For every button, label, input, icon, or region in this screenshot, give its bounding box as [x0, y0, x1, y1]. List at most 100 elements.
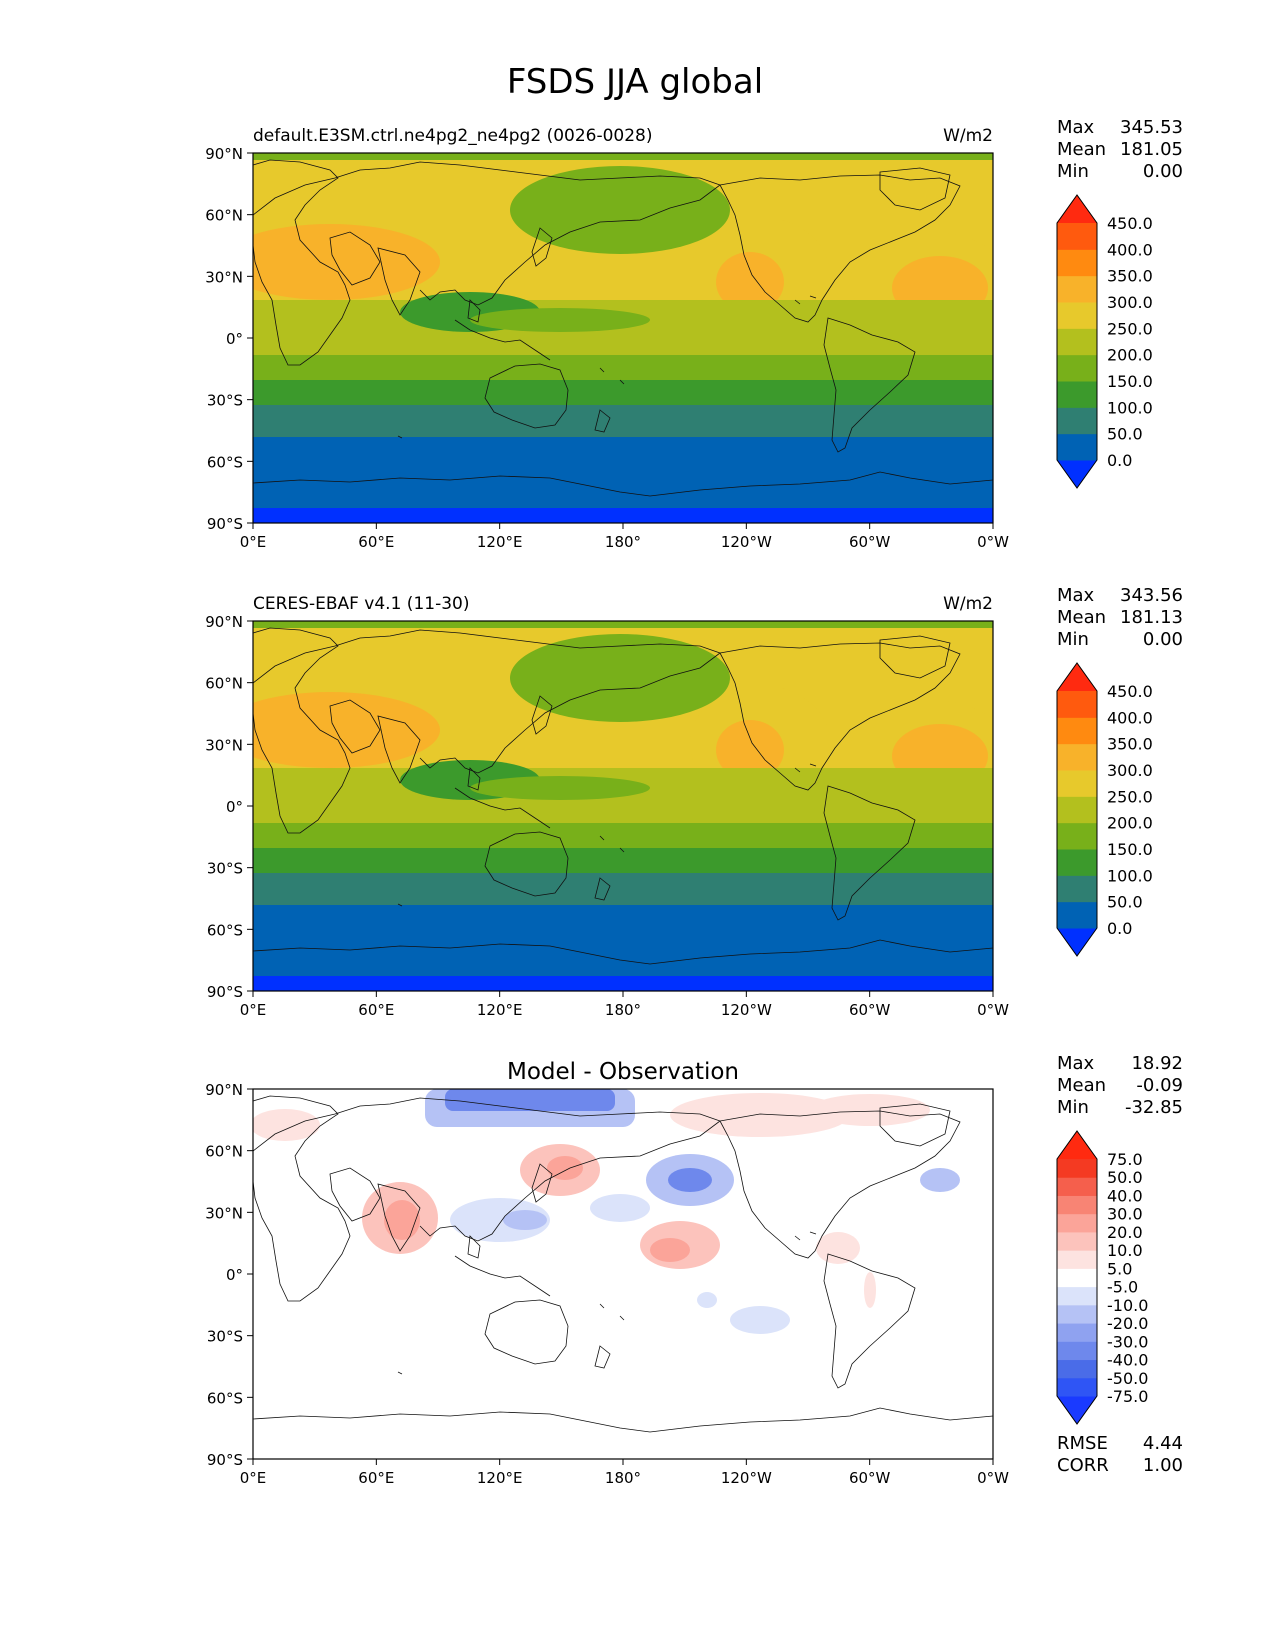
contour-region	[668, 1168, 712, 1192]
contour-region	[730, 1306, 790, 1334]
colorbar-segment	[1057, 1250, 1097, 1269]
lat-tick-label: 0°	[226, 1266, 243, 1284]
lon-tick-label: 0°W	[977, 533, 1009, 551]
colorbar-tick-label: 300.0	[1107, 293, 1153, 312]
lon-tick-label: 120°E	[477, 533, 523, 551]
colorbar-segment	[1057, 275, 1097, 303]
contour-region	[470, 308, 650, 332]
colorbar-segment	[1057, 1377, 1097, 1397]
corr-value: 1.00	[1143, 1455, 1183, 1476]
lat-tick-label: 90°S	[207, 983, 243, 1001]
panel-model: default.E3SM.ctrl.ne4pg2_ne4pg2 (0026-00…	[205, 117, 1183, 551]
colorbar-diff: -75.0-50.0-40.0-30.0-20.0-10.0-5.05.010.…	[1056, 1130, 1148, 1425]
contour-region	[716, 720, 784, 780]
colorbar-segment	[1057, 901, 1097, 929]
colorbar-segment	[1057, 381, 1097, 408]
colorbar-tick-label: 200.0	[1107, 346, 1153, 365]
lon-tick-label: 120°E	[477, 1469, 523, 1487]
lat-tick-label: 30°N	[205, 736, 243, 754]
stat-min-label: Min	[1057, 161, 1089, 182]
stat-mean-value: 181.13	[1120, 607, 1183, 628]
colorbar-extend-high	[1057, 663, 1097, 691]
lat-tick-label: 60°N	[205, 1143, 243, 1161]
panel-obs: CERES-EBAF v4.1 (11-30) W/m2 90°N 60°N 30°N 0…	[205, 585, 1183, 1019]
colorbar-segment	[1057, 1195, 1097, 1215]
colorbar-tick-label: 50.0	[1107, 1168, 1143, 1187]
colorbar-outline	[1056, 662, 1098, 957]
contour-region	[384, 1200, 420, 1240]
contour-region	[445, 1089, 615, 1111]
lon-tick-label: 0°W	[977, 1469, 1009, 1487]
colorbar-segment	[1057, 1304, 1097, 1324]
colorbar-extend-low	[1057, 928, 1097, 956]
lon-tick-label: 0°E	[240, 533, 267, 551]
stat-max-value: 343.56	[1120, 585, 1183, 606]
colorbar-tick-label: 150.0	[1107, 372, 1153, 391]
colorbar-model: 0.0 50.0 100.0 150.0 200.0 250.0 300.0 350.0 400…	[1056, 194, 1153, 489]
contour-region	[253, 905, 993, 977]
colorbar-tick-label: 250.0	[1107, 787, 1153, 806]
lon-tick-label: 180°	[605, 1469, 641, 1487]
lon-tick-label: 0°E	[240, 1001, 267, 1019]
colorbar-segment	[1057, 407, 1097, 435]
panel-units: W/m2	[943, 594, 993, 614]
lat-tick-label: 60°S	[207, 453, 243, 471]
contour-region	[716, 252, 784, 312]
contour-region	[510, 634, 730, 722]
rmse-value: 4.44	[1143, 1433, 1183, 1454]
lon-tick-label: 60°W	[849, 1001, 891, 1019]
colorbar-tick-label: 30.0	[1107, 1205, 1143, 1224]
lat-tick-label: 60°N	[205, 675, 243, 693]
colorbar-tick-label: -50.0	[1107, 1369, 1148, 1388]
lon-tick-label: 60°W	[849, 1469, 891, 1487]
contour-region	[253, 1109, 320, 1141]
panel-center-title: Model - Observation	[507, 1059, 739, 1085]
colorbar-tick-label: 0.0	[1107, 451, 1132, 470]
colorbar-segment	[1057, 249, 1097, 277]
lat-tick-label: 90°S	[207, 515, 243, 533]
colorbar-segment	[1057, 1341, 1097, 1361]
colorbar-tick-label: 5.0	[1107, 1259, 1132, 1278]
stat-max-label: Max	[1057, 117, 1095, 138]
contour-region	[816, 1232, 860, 1264]
lon-tick-label: 60°W	[849, 533, 891, 551]
colorbar-segment	[1057, 1286, 1097, 1306]
contour-region	[253, 508, 993, 523]
colorbar-extend-high	[1057, 195, 1097, 223]
colorbar-tick-label: 40.0	[1107, 1186, 1143, 1205]
colorbar-tick-label: 20.0	[1107, 1223, 1143, 1242]
lat-tick-label: 90°S	[207, 1451, 243, 1469]
lon-tick-label: 0°E	[240, 1469, 267, 1487]
colorbar-tick-label: 50.0	[1107, 425, 1143, 444]
figure-title: FSDS JJA global	[507, 62, 763, 102]
colorbar-segment	[1057, 796, 1097, 824]
lat-tick-label: 0°	[226, 798, 243, 816]
contour-region	[253, 976, 993, 991]
lon-tick-label: 180°	[605, 533, 641, 551]
colorbar-outline	[1056, 1130, 1098, 1425]
colorbar-segment	[1057, 1359, 1097, 1379]
colorbar-segment	[1057, 1231, 1097, 1251]
colorbar-tick-label: 400.0	[1107, 708, 1153, 727]
colorbar-extend-low	[1057, 1396, 1097, 1424]
colorbar-tick-label: 100.0	[1107, 866, 1153, 885]
colorbar-segment	[1057, 1323, 1097, 1342]
lat-tick-label: 30°S	[207, 860, 243, 878]
lon-tick-label: 120°E	[477, 1001, 523, 1019]
stat-mean-value: 181.05	[1120, 139, 1183, 160]
colorbar-segment	[1057, 691, 1097, 718]
colorbar-segment	[1057, 770, 1097, 797]
colorbar-tick-label: -5.0	[1107, 1278, 1138, 1297]
colorbar-segment	[1057, 875, 1097, 903]
lon-tick-label: 120°W	[721, 533, 772, 551]
contour-region	[253, 437, 993, 509]
stat-max-value: 345.53	[1120, 117, 1183, 138]
colorbar-segment	[1057, 743, 1097, 771]
lon-tick-label: 180°	[605, 1001, 641, 1019]
lat-tick-label: 30°S	[207, 1328, 243, 1346]
contour-region	[253, 692, 440, 768]
contour-region	[253, 873, 993, 907]
lat-tick-label: 0°	[226, 330, 243, 348]
colorbar-extend-high	[1057, 1131, 1097, 1159]
